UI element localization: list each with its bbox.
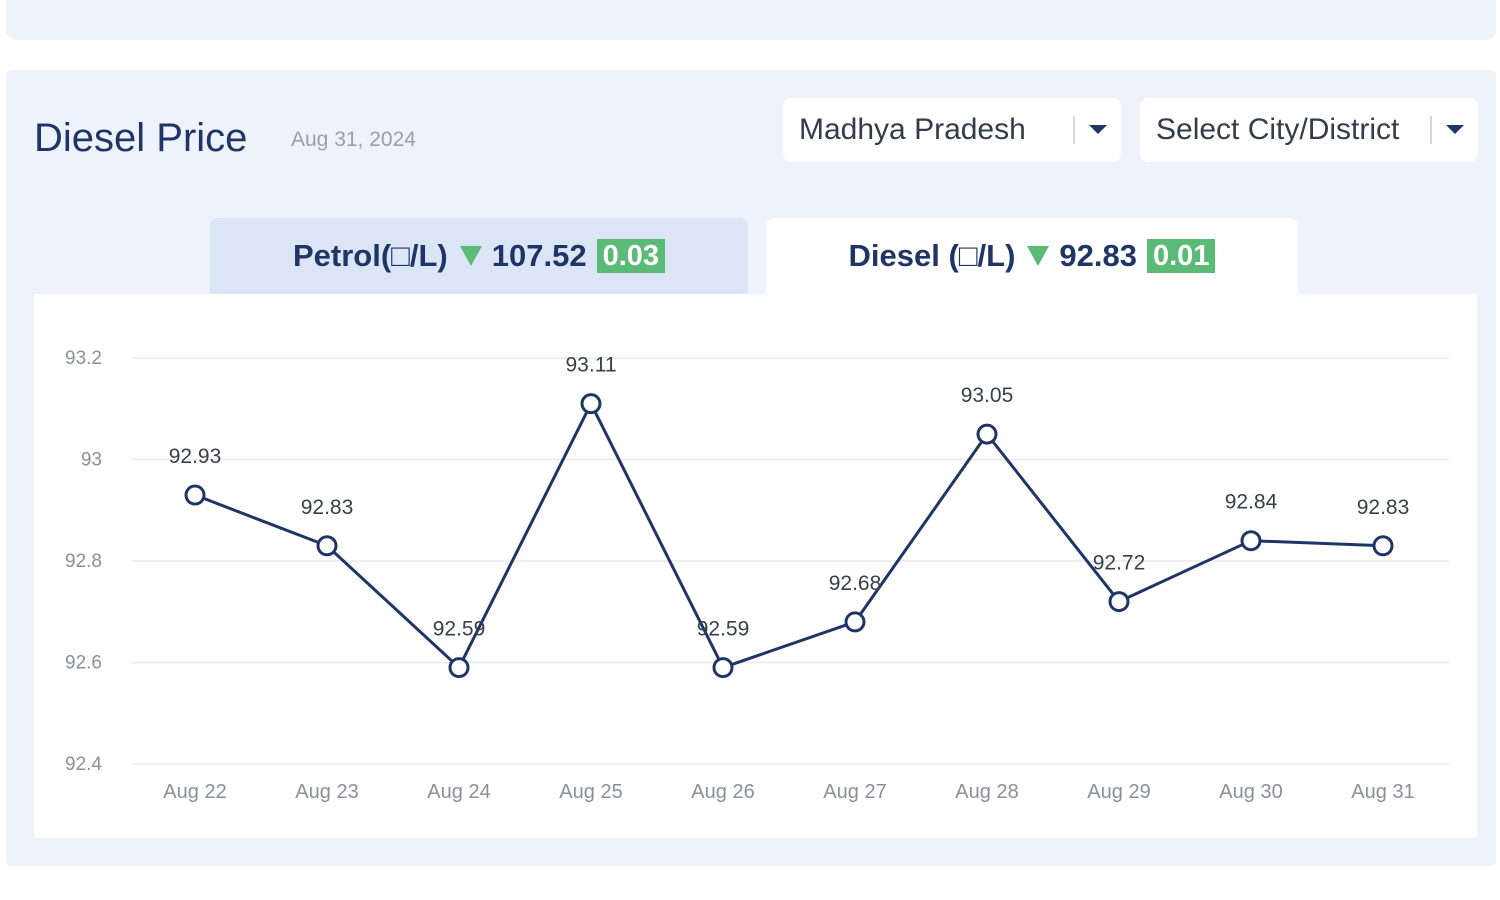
chevron-down-icon[interactable] [1075, 125, 1121, 135]
x-tick-label: Aug 28 [955, 781, 1018, 803]
x-tick-label: Aug 27 [823, 781, 886, 803]
data-point [580, 393, 602, 415]
y-tick-label: 93.2 [65, 348, 102, 369]
data-point [448, 657, 470, 679]
series-line [194, 402, 1384, 670]
x-tick-label: Aug 23 [295, 781, 358, 803]
data-label: 92.83 [301, 496, 354, 519]
x-tick-label: Aug 31 [1351, 781, 1414, 803]
tab-petrol-label: Petrol(□/L) [292, 238, 448, 273]
x-tick-label: Aug 30 [1219, 781, 1282, 803]
tab-petrol-change-badge: 0.03 [596, 239, 666, 273]
data-point [976, 423, 998, 445]
data-label: 92.83 [1357, 496, 1410, 519]
data-point [1240, 530, 1262, 552]
data-point [1108, 591, 1130, 613]
chart-card: 93.2 93 92.8 92.6 92.4 Aug 22 Aug 23 Aug 24 Aug … [34, 294, 1477, 838]
y-tick-label: 93 [81, 450, 102, 471]
tab-diesel[interactable]: Diesel (□/L) 92.83 0.01 [766, 218, 1298, 294]
tab-diesel-price: 92.83 [1059, 238, 1137, 273]
select-separator [1073, 116, 1075, 144]
state-select[interactable]: Madhya Pradesh [783, 98, 1121, 162]
price-line-chart: 93.2 93 92.8 92.6 92.4 Aug 22 Aug 23 Aug 24 Aug … [65, 348, 1449, 803]
data-label: 92.84 [1225, 491, 1278, 514]
city-select[interactable]: Select City/District [1140, 98, 1478, 162]
data-point [316, 535, 338, 557]
state-select-value: Madhya Pradesh [799, 113, 1026, 146]
city-select-value: Select City/District [1156, 113, 1400, 146]
x-tick-label: Aug 26 [691, 781, 754, 803]
y-tick-label: 92.4 [65, 754, 102, 775]
tab-diesel-change-badge: 0.01 [1147, 239, 1216, 273]
page-title: Diesel Price [34, 116, 248, 160]
y-tick-label: 92.8 [65, 551, 102, 572]
data-point [844, 611, 866, 633]
data-label: 93.05 [961, 384, 1014, 407]
tab-petrol[interactable]: Petrol(□/L) 107.52 0.03 [210, 218, 748, 294]
data-label: 92.93 [169, 445, 222, 468]
data-label: 92.59 [697, 618, 750, 641]
x-tick-label: Aug 22 [163, 781, 226, 803]
price-down-icon [1027, 238, 1050, 274]
data-point [1372, 535, 1394, 557]
y-tick-label: 92.6 [65, 653, 102, 674]
tab-petrol-price: 107.52 [491, 238, 587, 273]
data-label: 92.59 [433, 618, 486, 641]
data-label: 93.11 [566, 354, 617, 377]
select-separator [1430, 116, 1432, 144]
data-label: 92.68 [829, 572, 882, 595]
page-date: Aug 31, 2024 [291, 128, 416, 151]
data-label: 92.72 [1093, 552, 1146, 575]
data-point [712, 657, 734, 679]
x-tick-label: Aug 25 [559, 781, 622, 803]
tab-diesel-label: Diesel (□/L) [848, 238, 1016, 273]
x-tick-label: Aug 24 [427, 781, 490, 803]
x-tick-label: Aug 29 [1087, 781, 1150, 803]
top-card-edge [6, 0, 1496, 40]
data-point [184, 484, 206, 506]
chevron-down-icon[interactable] [1432, 125, 1478, 135]
price-down-icon [459, 238, 482, 274]
